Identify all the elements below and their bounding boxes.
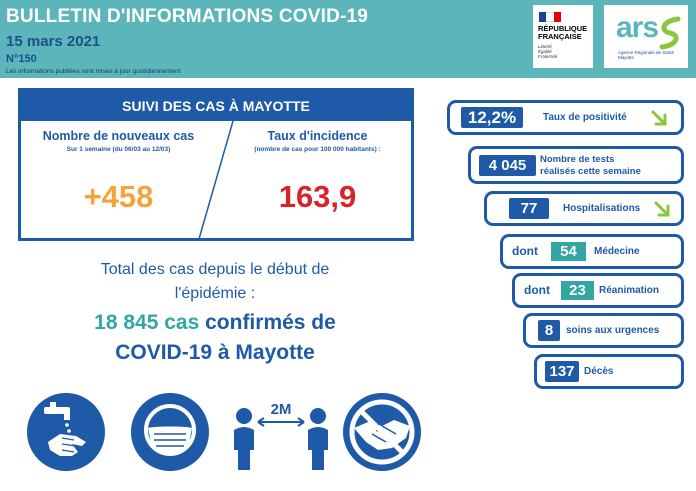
header-banner: BULLETIN D'INFORMATIONS COVID-19 15 mars… bbox=[0, 0, 696, 78]
ars-wordmark: ars bbox=[616, 11, 659, 44]
incidence-title: Taux d'incidence bbox=[267, 129, 368, 143]
ars-logo: ars Agence Régionale de Santé Mayotte bbox=[604, 5, 688, 68]
suivi-cases-panel: SUIVI DES CAS À MAYOTTE Nombre de nouvea… bbox=[18, 88, 414, 241]
deces-label: Décès bbox=[584, 366, 614, 377]
reanimation-label: Réanimation bbox=[599, 285, 660, 296]
urgences-label: soins aux urgences bbox=[566, 325, 660, 336]
total-confirmed: confirmés de bbox=[205, 311, 336, 334]
tests-value: 4 045 bbox=[479, 155, 536, 176]
panel-divider bbox=[198, 121, 234, 239]
new-cases-title: Nombre de nouveaux cas bbox=[42, 129, 195, 143]
tests-card: 4 045 Nombre de tests réalisés cette sem… bbox=[468, 146, 684, 184]
medecine-card: dont 54 Médecine bbox=[500, 234, 684, 269]
total-cases-intro: Total des cas depuis le début de l'épidé… bbox=[40, 258, 390, 306]
incidence-note: (nombre de cas pour 100 000 habitants) : bbox=[254, 146, 381, 153]
social-distance-icon: 2M bbox=[234, 401, 328, 470]
reanimation-dont: dont bbox=[524, 283, 550, 297]
medecine-label: Médecine bbox=[594, 246, 640, 257]
no-handshake-icon bbox=[343, 393, 421, 471]
rf-motto-1: Liberté bbox=[538, 44, 552, 49]
deces-value: 137 bbox=[545, 361, 579, 382]
ars-subtitle: Agence Régionale de Santé Mayotte bbox=[618, 50, 675, 60]
positivity-label: Taux de positivité bbox=[543, 112, 627, 123]
reanimation-value: 23 bbox=[561, 281, 594, 300]
update-note: Les informations publiées sont mises à j… bbox=[6, 68, 181, 75]
tests-label-1: Nombre de tests bbox=[540, 154, 615, 165]
bulletin-date: 15 mars 2021 bbox=[6, 33, 101, 50]
hospitalisations-card: 77 Hospitalisations bbox=[484, 191, 684, 226]
rf-logo-line1: RÉPUBLIQUE bbox=[538, 24, 588, 33]
distance-label: 2M bbox=[271, 401, 292, 418]
rf-motto-2: Égalité bbox=[538, 49, 552, 54]
arrow-down-right-icon bbox=[651, 110, 667, 126]
hospitalisations-value: 77 bbox=[509, 198, 549, 219]
urgences-card: 8 soins aux urgences bbox=[523, 313, 684, 348]
total-line4: COVID-19 à Mayotte bbox=[115, 341, 315, 364]
republique-francaise-logo: RÉPUBLIQUE FRANÇAISE Liberté Égalité Fra… bbox=[533, 5, 593, 68]
medecine-dont: dont bbox=[512, 244, 538, 258]
deces-card: 137 Décès bbox=[534, 354, 684, 389]
face-mask-icon bbox=[131, 393, 209, 471]
positivity-value: 12,2% bbox=[461, 107, 523, 128]
urgences-value: 8 bbox=[538, 320, 560, 341]
total-line2: l'épidémie : bbox=[174, 285, 256, 302]
total-line1: Total des cas depuis le début de bbox=[100, 261, 330, 278]
french-flag-icon bbox=[539, 12, 561, 22]
arrow-down-right-icon bbox=[654, 201, 670, 217]
incidence-value: 163,9 bbox=[278, 179, 357, 214]
total-cases-confirmed: 18 845 cas confirmés de COVID-19 à Mayot… bbox=[40, 308, 390, 368]
total-count: 18 845 cas bbox=[94, 311, 200, 334]
hospitalisations-label: Hospitalisations bbox=[563, 203, 641, 214]
rf-logo-line2: FRANÇAISE bbox=[538, 32, 582, 41]
medecine-value: 54 bbox=[551, 242, 586, 261]
suivi-title: SUIVI DES CAS À MAYOTTE bbox=[21, 91, 411, 121]
ars-swoosh-icon bbox=[659, 16, 681, 50]
bulletin-number: N°150 bbox=[6, 53, 37, 65]
bulletin-title: BULLETIN D'INFORMATIONS COVID-19 bbox=[6, 6, 369, 27]
new-cases-period: Sur 1 semaine (du 06/03 au 12/03) bbox=[66, 146, 171, 153]
reanimation-card: dont 23 Réanimation bbox=[512, 273, 684, 308]
positivity-card: 12,2% Taux de positivité bbox=[447, 100, 684, 135]
rf-motto-3: Fraternité bbox=[538, 54, 558, 59]
hand-washing-icon bbox=[27, 393, 105, 471]
new-cases-value: +458 bbox=[83, 179, 154, 214]
tests-label-2: réalisés cette semaine bbox=[540, 166, 641, 177]
